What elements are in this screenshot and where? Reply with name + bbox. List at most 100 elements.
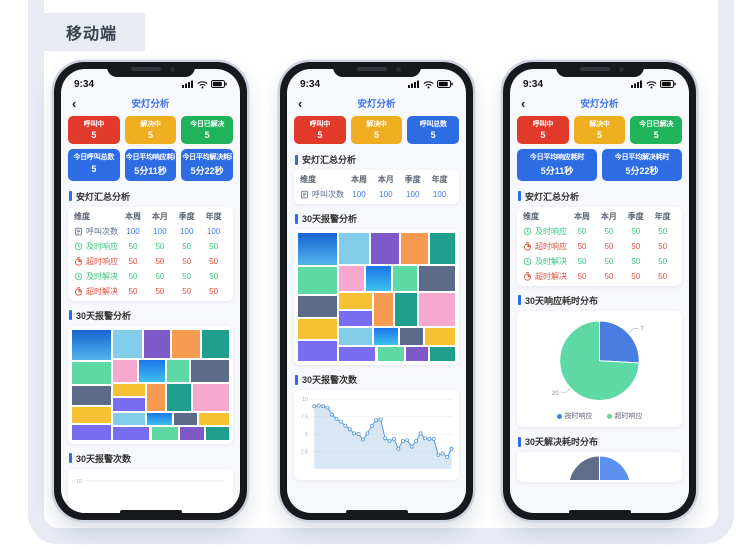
table-row-label-text: 超时解决: [535, 271, 567, 281]
table-cell-value: 100: [432, 190, 447, 200]
table-cell-value: 100: [206, 226, 221, 236]
status-card-label: 今日平均解决耗时: [614, 154, 670, 162]
status-card[interactable]: 今日平均解决耗时 5分22秒: [602, 149, 682, 181]
table-cell-value: 50: [155, 256, 165, 266]
treemap-tile: [297, 232, 339, 267]
status-card-label: 呼叫中: [532, 121, 554, 128]
status-card-label: 呼叫总数: [419, 121, 447, 128]
battery-icon: [437, 80, 453, 88]
nav-title: 安灯分析: [131, 99, 170, 110]
table-header-cell: 季度: [627, 211, 644, 221]
status-card-label: 解决中: [140, 121, 161, 128]
table-cell-value: 50: [631, 241, 641, 251]
section-title: 安灯汇总分析: [302, 155, 357, 166]
table-row: 超时解决 50 50 50 50: [519, 269, 680, 284]
status-card[interactable]: 解决中 5: [573, 116, 626, 145]
table-header-cell: 本月: [600, 211, 617, 221]
stopwatch-icon: [523, 272, 532, 281]
call-icon: [300, 190, 309, 199]
table-cell-value: 50: [577, 226, 587, 236]
table-header-cell: 本周: [351, 175, 368, 185]
status-card-label: 今日平均响应耗时: [125, 154, 176, 162]
home-indicator[interactable]: [119, 510, 182, 514]
stopwatch-icon: [523, 242, 532, 251]
table-cell-value: 50: [128, 286, 138, 296]
status-cards-row: 呼叫中 5 解决中 5 今日已解决 5: [61, 113, 240, 146]
table-header-cell: 本周: [574, 211, 591, 221]
treemap-chart: [294, 229, 459, 366]
status-card[interactable]: 今日已解决 5: [181, 116, 234, 145]
stopwatch-icon: [74, 257, 83, 266]
status-card[interactable]: 呼叫中 5: [517, 116, 569, 145]
phone-notch: [106, 62, 195, 77]
status-card[interactable]: 今日平均响应耗时 5分11秒: [517, 149, 597, 181]
treemap-tile: [166, 382, 192, 412]
treemap-tile: [338, 310, 374, 328]
status-card[interactable]: 今日平均响应耗时 5分11秒: [124, 149, 177, 181]
back-button[interactable]: ‹: [298, 95, 303, 111]
section-bar-icon: [518, 191, 521, 202]
status-card[interactable]: 呼叫中 5: [68, 116, 120, 145]
legend-item[interactable]: 按时响应: [556, 411, 593, 421]
nav-bar: ‹ 安灯分析: [510, 93, 689, 113]
legend-item[interactable]: 超时响应: [606, 411, 643, 421]
treemap-tile: [338, 264, 366, 293]
section-bar-icon: [518, 436, 521, 447]
status-card[interactable]: 解决中 5: [350, 116, 403, 145]
table-row-label-text: 超时响应: [535, 241, 567, 251]
status-card-value: 5: [540, 130, 546, 141]
status-card[interactable]: 今日已解决 5: [630, 116, 683, 145]
back-button[interactable]: ‹: [72, 95, 77, 111]
status-icons: [408, 80, 453, 89]
battery-icon: [660, 80, 676, 88]
home-indicator[interactable]: [345, 510, 408, 514]
treemap-tile: [392, 264, 418, 293]
table-row-label-text: 呼叫次数: [86, 226, 118, 236]
home-indicator[interactable]: [568, 510, 631, 514]
table-cell-value: 50: [209, 256, 219, 266]
status-cards-row: 呼叫中 5 解决中 5 今日已解决 5: [510, 113, 689, 146]
table-cell-value: 50: [155, 241, 165, 251]
phone-notch: [555, 62, 644, 77]
line-chart-axis-svg: 10: [76, 479, 226, 485]
table-cell-value: 100: [406, 190, 420, 200]
table-row-label-text: 呼叫次数: [312, 190, 344, 200]
treemap-tiles: [71, 328, 230, 441]
status-card[interactable]: 呼叫中 5: [294, 116, 346, 145]
status-bar: 9:34: [510, 69, 689, 93]
treemap-tile: [166, 359, 191, 383]
page-title: 移动端: [38, 13, 146, 51]
phone-screen-2: 9:34 ‹ 安灯分析 呼叫中 5 解决中 5 呼叫总数 5 安灯汇总分析 维度 本周 本月季…: [287, 69, 466, 513]
status-card[interactable]: 今日平均解决耗时 5分22秒: [181, 149, 234, 181]
treemap-tile: [297, 318, 339, 341]
table-header-cell: 维度: [74, 211, 90, 221]
section-header: 30天报警分析: [61, 302, 240, 325]
section-title: 30天解决耗时分布: [525, 437, 599, 448]
table-header-cell: 年度: [431, 175, 448, 185]
phone-frame-2: 9:34 ‹ 安灯分析 呼叫中 5 解决中 5 呼叫总数 5 安灯汇总分析 维度 本周 本月季…: [280, 62, 473, 520]
treemap-tile: [297, 266, 339, 295]
table-cell-value: 50: [577, 241, 587, 251]
table-cell-value: 50: [604, 271, 614, 281]
svg-text:20: 20: [552, 391, 559, 397]
section-title: 30天报警次数: [302, 375, 358, 386]
table-cell-value: 50: [209, 241, 219, 251]
treemap-tile: [297, 294, 339, 319]
line-chart-preview: 10: [68, 468, 233, 513]
status-card[interactable]: 解决中 5: [124, 116, 177, 145]
table-cell-value: 50: [577, 271, 587, 281]
treemap-tile: [417, 264, 456, 293]
table-header-cell: 季度: [404, 175, 421, 185]
table-row-label-text: 及时响应: [86, 241, 118, 251]
table-row: 呼叫次数 100 100 100 100: [296, 187, 457, 202]
status-card-value: 5: [597, 130, 603, 141]
back-button[interactable]: ‹: [521, 95, 526, 111]
status-card[interactable]: 呼叫总数 5: [407, 116, 460, 145]
treemap-tile: [198, 411, 230, 427]
table-cell-value: 50: [155, 271, 165, 281]
status-card[interactable]: 今日呼叫总数 5: [68, 149, 120, 181]
treemap-tile: [71, 361, 113, 385]
treemap-tile: [71, 406, 113, 425]
table-cell-value: 100: [379, 190, 393, 200]
treemap-tile: [71, 424, 113, 441]
